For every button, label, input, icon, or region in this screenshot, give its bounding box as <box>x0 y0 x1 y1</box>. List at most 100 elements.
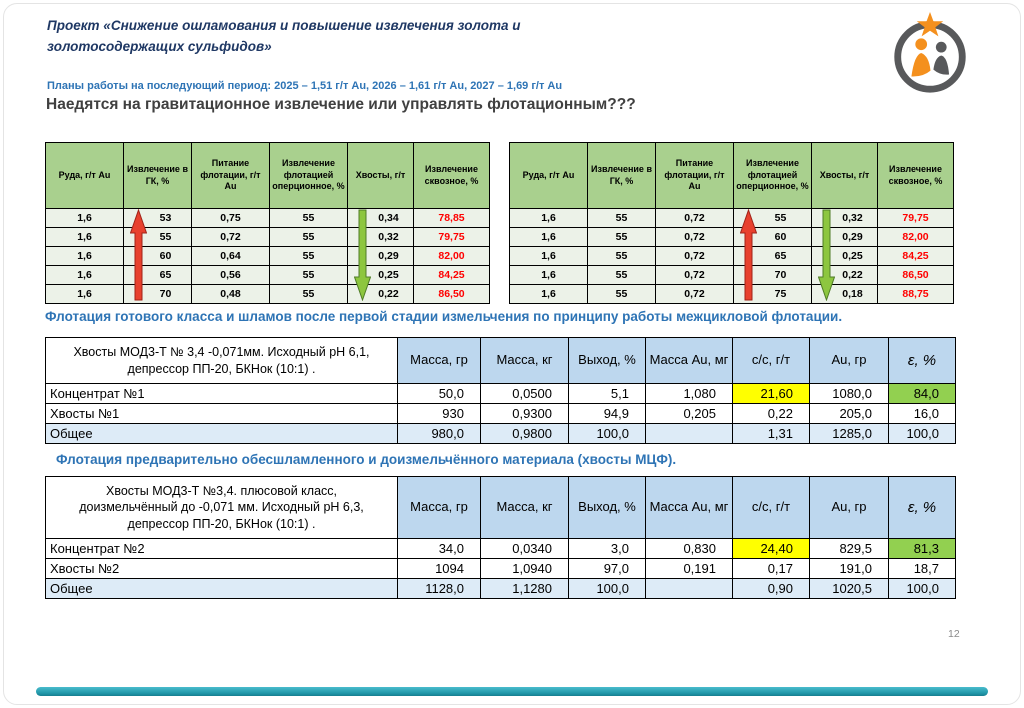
data-cell: 1,080 <box>645 383 733 404</box>
column-header: Питание флотации, г/т Au <box>655 142 734 209</box>
data-cell: 84,25 <box>877 246 954 266</box>
column-header: Масса, гр <box>397 337 481 384</box>
title-line1: Проект «Снижение ошламования и повышение… <box>47 18 521 33</box>
data-cell: 1,6 <box>45 208 124 228</box>
data-cell: 0,72 <box>191 227 270 247</box>
data-cell: 97,0 <box>568 558 646 579</box>
data-cell: 55 <box>269 246 348 266</box>
data-cell: 0,0500 <box>480 383 569 404</box>
data-cell: 0,72 <box>655 265 734 285</box>
data-cell: 0,17 <box>732 558 810 579</box>
data-cell: 0,830 <box>645 538 733 559</box>
data-cell: 0,0340 <box>480 538 569 559</box>
row-label: Концентрат №1 <box>45 383 398 404</box>
data-cell: 1,31 <box>732 423 810 444</box>
data-cell: 0,72 <box>655 227 734 247</box>
column-header: Извлечение в ГК, % <box>123 142 192 209</box>
data-cell: 1,6 <box>509 246 588 266</box>
data-row: 1,6 55 0,72 55 0,32 79,75 <box>45 227 490 247</box>
column-header: Масса, кг <box>480 337 569 384</box>
column-header: Масса Au, мг <box>645 476 733 539</box>
data-cell: 100,0 <box>888 578 956 599</box>
column-header: ε, % <box>888 337 956 384</box>
column-header: с/с, г/т <box>732 337 810 384</box>
data-cell: 0,205 <box>645 403 733 424</box>
data-row: Хвосты №1 930 0,9300 94,9 0,205 0,22 205,0 16,0 <box>45 403 956 424</box>
column-header: Хвосты, г/т <box>811 142 878 209</box>
data-cell: 75 <box>733 284 812 304</box>
data-cell: 1,6 <box>45 227 124 247</box>
column-header: Извлечение флотацией оперционное, % <box>733 142 812 209</box>
recovery-table-right: Руда, г/т Au Извлечение в ГК, % Питание фл… <box>509 142 955 307</box>
row-label: Концентрат №2 <box>45 538 398 559</box>
question-text: Наедятся на гравитационное извлечение ил… <box>46 96 636 113</box>
data-cell: 1,6 <box>45 246 124 266</box>
data-cell: 86,50 <box>877 265 954 285</box>
column-header: Au, гр <box>809 337 889 384</box>
data-row: 1,6 55 0,72 65 0,25 84,25 <box>509 246 954 266</box>
data-row: 1,6 55 0,72 55 0,32 79,75 <box>509 208 954 228</box>
data-cell: 88,75 <box>877 284 954 304</box>
data-cell: 1,6 <box>509 208 588 228</box>
data-cell: 191,0 <box>809 558 889 579</box>
data-cell: 21,60 <box>732 383 810 404</box>
column-header: Выход, % <box>568 337 646 384</box>
data-cell: 55 <box>269 284 348 304</box>
data-cell: 0,56 <box>191 265 270 285</box>
data-cell: 1285,0 <box>809 423 889 444</box>
column-header: ε, % <box>888 476 956 539</box>
title-line2: золотосодержащих сульфидов» <box>47 38 272 54</box>
data-cell: 55 <box>587 208 656 228</box>
column-header: Выход, % <box>568 476 646 539</box>
data-cell: 0,75 <box>191 208 270 228</box>
data-cell: 79,75 <box>413 227 490 247</box>
data-cell: 0,22 <box>732 403 810 424</box>
data-cell: 1,6 <box>509 284 588 304</box>
header-row: Руда, г/т Au Извлечение в ГК, % Питание фл… <box>509 142 954 209</box>
star-icon <box>916 11 944 37</box>
data-cell: 1,1280 <box>480 578 569 599</box>
data-cell: 1080,0 <box>809 383 889 404</box>
data-cell: 100,0 <box>888 423 956 444</box>
data-cell: 55 <box>587 227 656 247</box>
data-cell: 0,9300 <box>480 403 569 424</box>
data-cell: 16,0 <box>888 403 956 424</box>
data-cell: 1094 <box>397 558 481 579</box>
data-cell: 3,0 <box>568 538 646 559</box>
column-header: Хвосты, г/т <box>347 142 414 209</box>
data-cell: 55 <box>269 227 348 247</box>
header-row: Хвосты МОД3-Т № 3,4 -0,071мм. Исходный р… <box>45 337 956 384</box>
data-cell: 1020,5 <box>809 578 889 599</box>
column-header: Извлечение сквозное, % <box>877 142 954 209</box>
data-cell: 70 <box>733 265 812 285</box>
header-row: Хвосты МОД3-Т №3,4. плюсовой класс, доиз… <box>45 476 956 539</box>
data-cell: 50,0 <box>397 383 481 404</box>
data-row: 1,6 60 0,64 55 0,29 82,00 <box>45 246 490 266</box>
data-cell: 55 <box>587 265 656 285</box>
flotation-table-1: Хвосты МОД3-Т № 3,4 -0,071мм. Исходный р… <box>45 337 957 444</box>
data-cell: 1,6 <box>45 284 124 304</box>
data-cell: 1,6 <box>509 227 588 247</box>
note-flotation-1: Флотация готового класса и шламов после … <box>45 309 843 324</box>
column-header: Руда, г/т Au <box>509 142 588 209</box>
row-label: Общее <box>45 578 398 599</box>
data-cell: 94,9 <box>568 403 646 424</box>
column-header: с/с, г/т <box>732 476 810 539</box>
data-cell: 0,72 <box>655 246 734 266</box>
data-row: 1,6 55 0,72 75 0,18 88,75 <box>509 284 954 304</box>
column-header: Извлечение в ГК, % <box>587 142 656 209</box>
data-cell: 1,6 <box>509 265 588 285</box>
row-label: Хвосты №2 <box>45 558 398 579</box>
increase-arrow-icon <box>739 208 758 301</box>
increase-arrow-icon <box>129 208 148 301</box>
data-cell: 5,1 <box>568 383 646 404</box>
data-row: Концентрат №2 34,0 0,0340 3,0 0,830 24,40 829,… <box>45 538 956 559</box>
recovery-scenario-table: Руда, г/т Au Извлечение в ГК, % Питание фл… <box>509 142 954 304</box>
flotation-table-2: Хвосты МОД3-Т №3,4. плюсовой класс, доиз… <box>45 476 957 599</box>
data-cell: 100,0 <box>568 578 646 599</box>
data-cell <box>645 578 733 599</box>
company-logo <box>886 10 974 98</box>
data-row: Общее 1128,0 1,1280 100,0 0,90 1020,5 100,0 <box>45 578 956 599</box>
data-row: 1,6 55 0,72 60 0,29 82,00 <box>509 227 954 247</box>
flotation-results-table: Хвосты МОД3-Т № 3,4 -0,071мм. Исходный р… <box>45 337 956 444</box>
